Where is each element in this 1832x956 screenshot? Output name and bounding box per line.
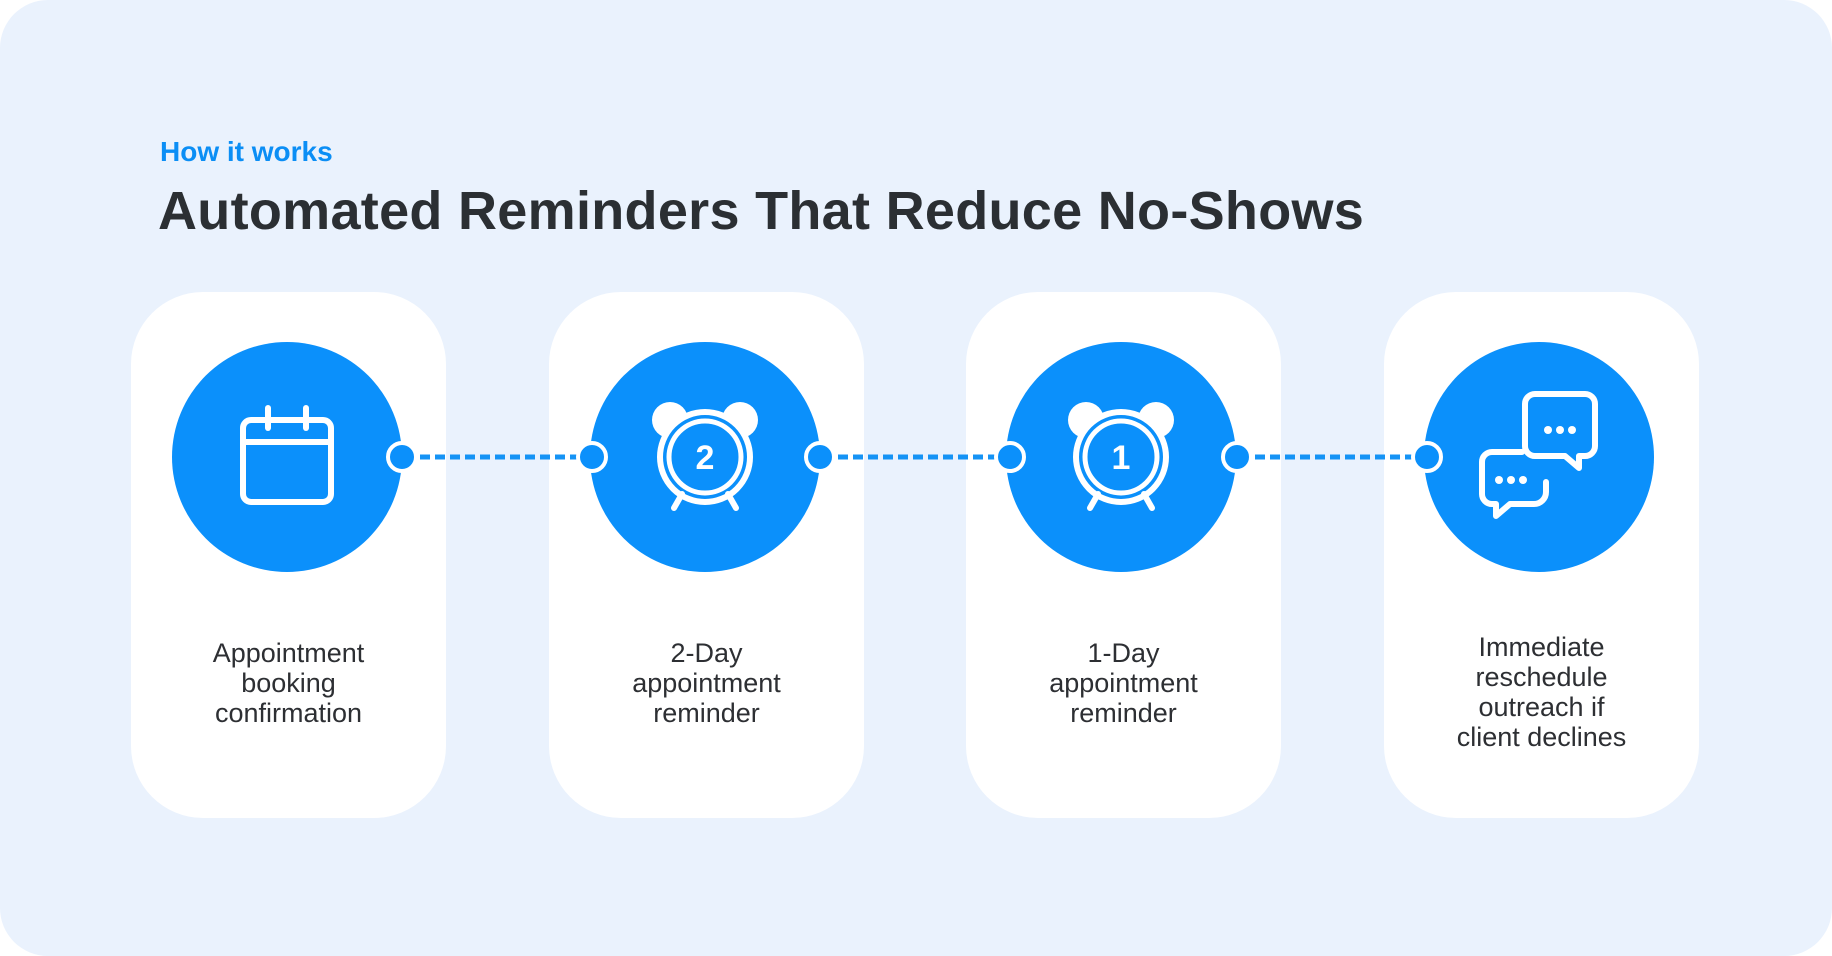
calendar-icon: [240, 405, 334, 505]
connector-dot: [1221, 441, 1253, 473]
step-label-4: Immediate reschedule outreach if client …: [1456, 632, 1627, 752]
page-title: Automated Reminders That Reduce No-Shows: [158, 181, 1365, 241]
chat-bubbles-icon: [1479, 391, 1598, 519]
alarm-badge-number: 2: [696, 439, 715, 477]
step-icon-circle-1: [172, 342, 402, 572]
step-icon-circle-3: 1: [1006, 342, 1236, 572]
connector-line-1: [420, 454, 580, 460]
alarm-clock-icon: 1: [1068, 402, 1174, 511]
alarm-badge-number: 1: [1112, 439, 1131, 477]
connector-dot: [994, 441, 1026, 473]
alarm-clock-icon: 2: [652, 402, 758, 511]
step-icon-circle-4: [1424, 342, 1654, 572]
step-label-1: Appointment booking confirmation: [212, 638, 365, 728]
connector-dot: [1411, 441, 1443, 473]
connector-line-2: [838, 454, 998, 460]
connector-dot: [804, 441, 836, 473]
step-label-3: 1-Day appointment reminder: [1049, 638, 1198, 728]
step-icon-circle-2: 2: [590, 342, 820, 572]
step-label-2: 2-Day appointment reminder: [632, 638, 781, 728]
connector-dot: [386, 441, 418, 473]
connector-dot: [576, 441, 608, 473]
eyebrow-label: How it works: [160, 136, 333, 167]
connector-line-3: [1255, 454, 1415, 460]
